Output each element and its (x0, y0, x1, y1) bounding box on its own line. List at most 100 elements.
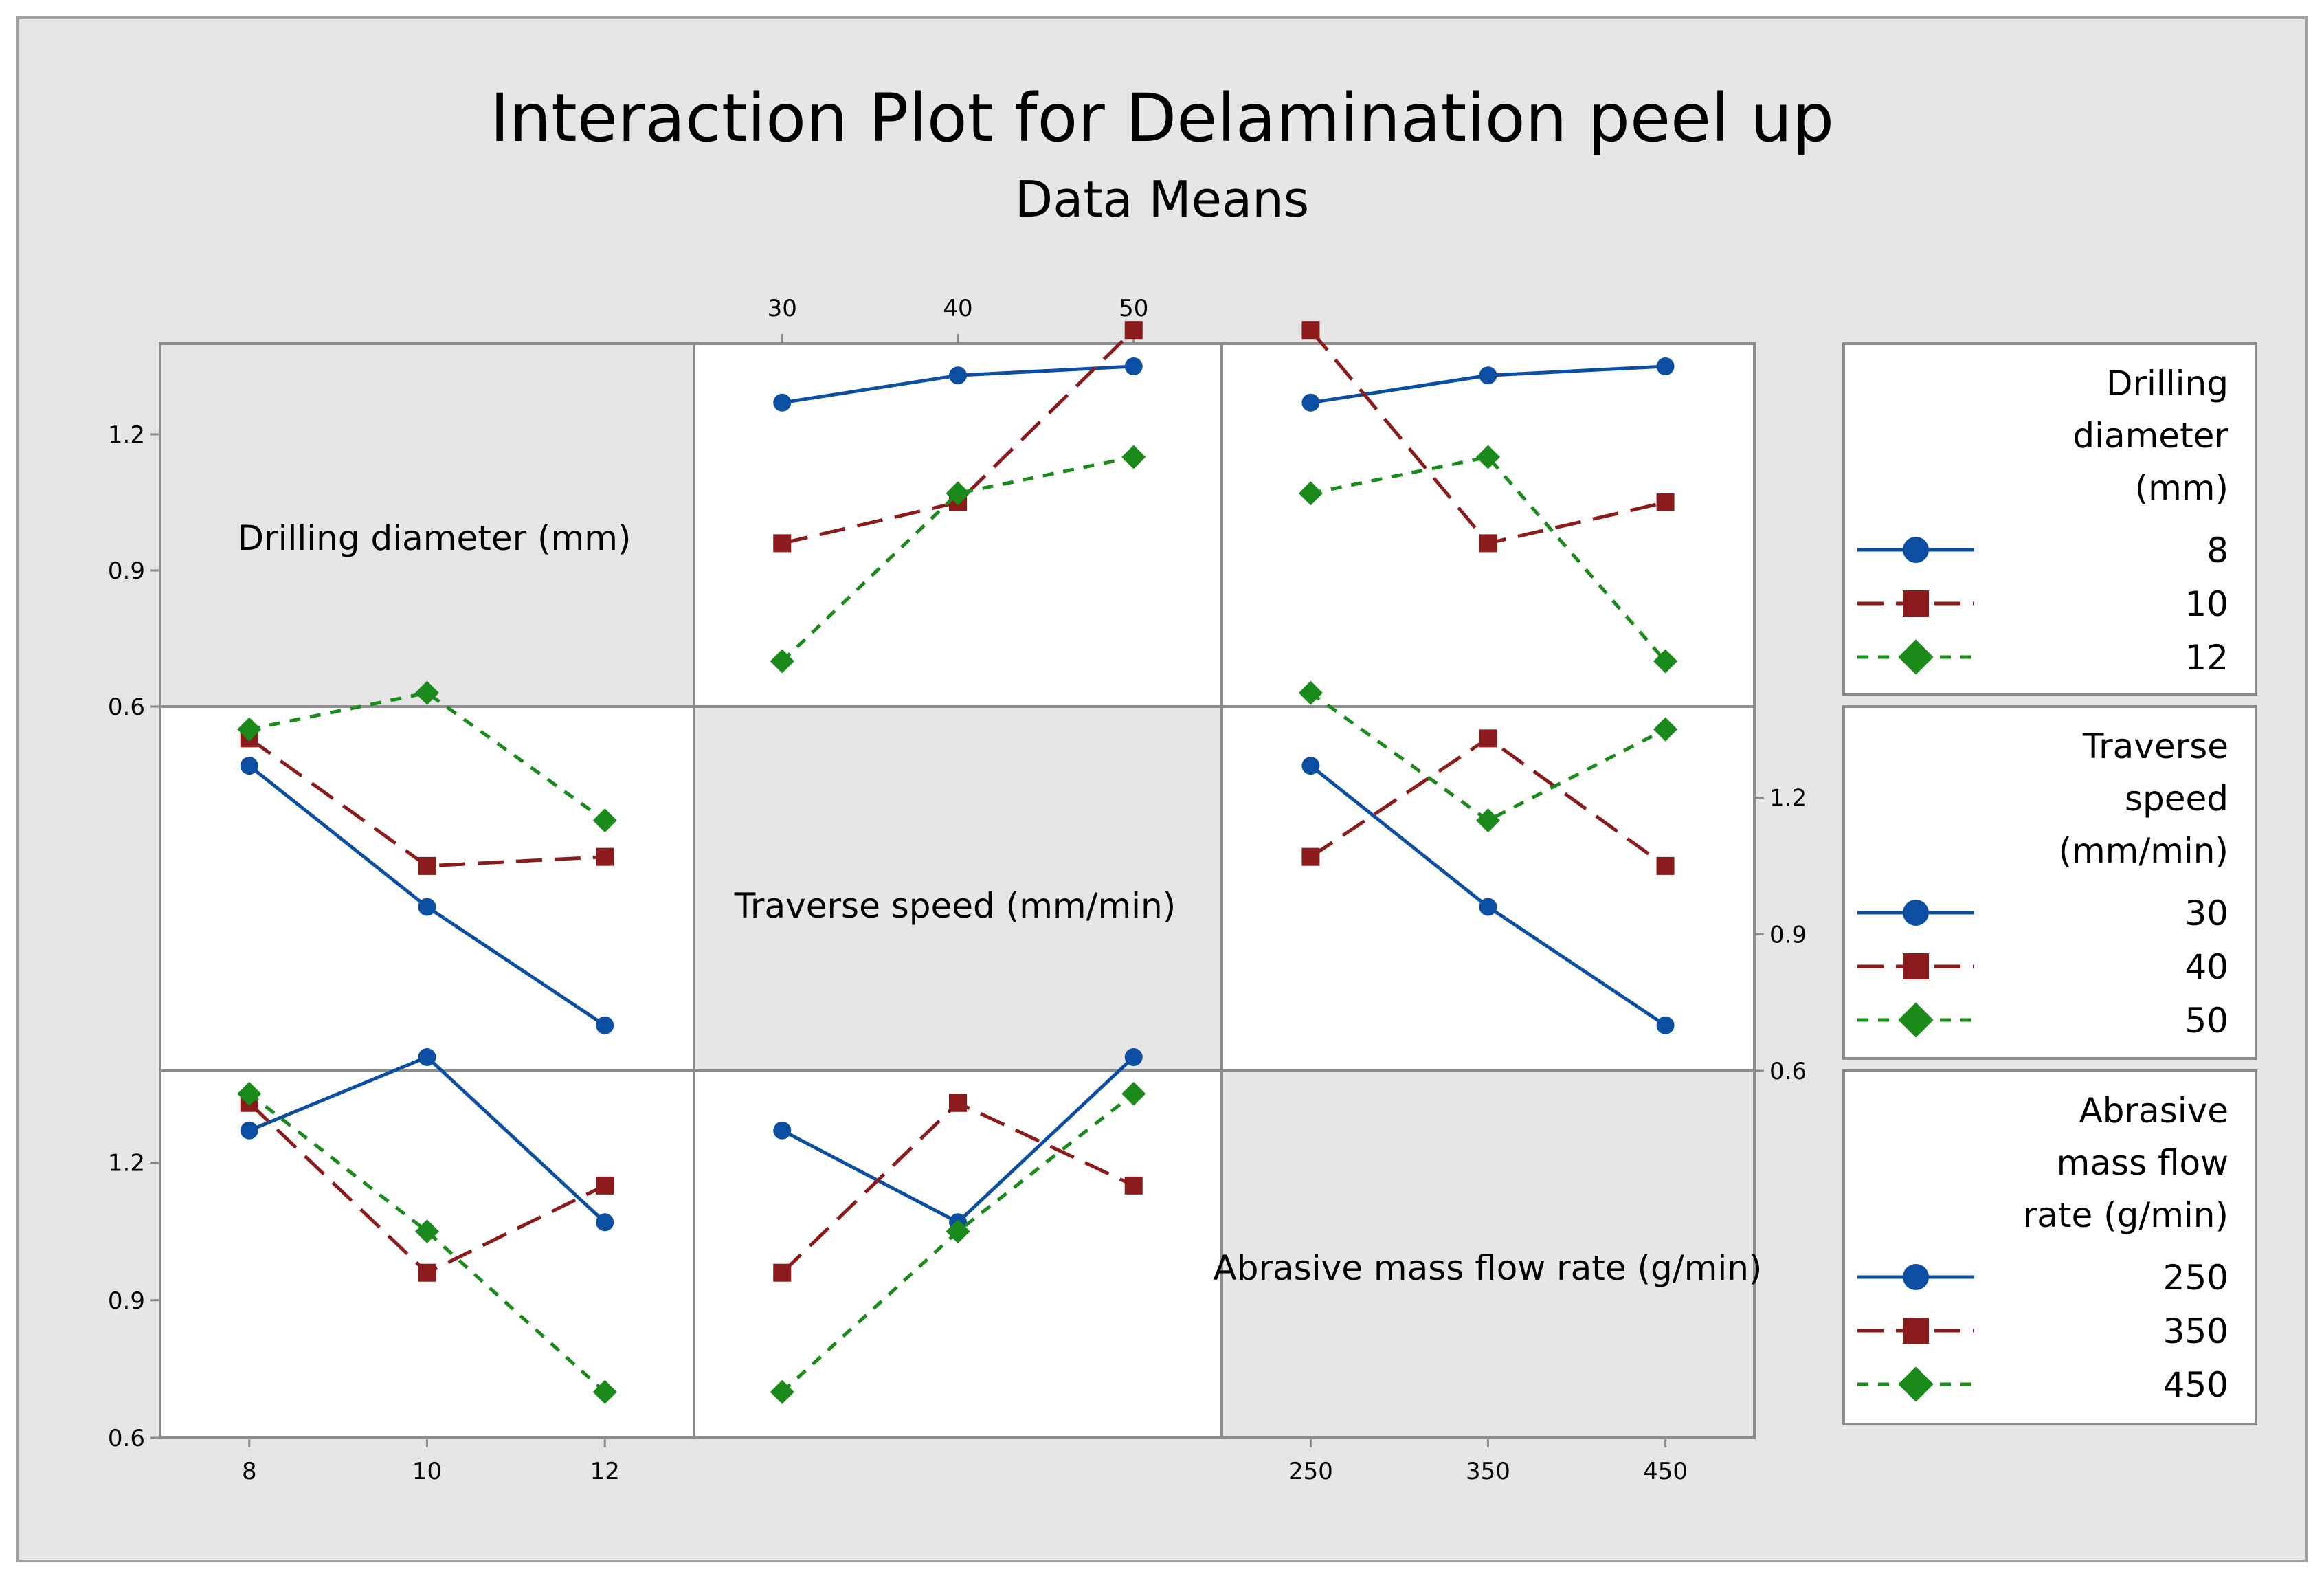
data-point-8 (949, 366, 967, 385)
data-point-30 (418, 898, 436, 916)
series-line-10 (781, 329, 1135, 545)
plot-panel (693, 1069, 1223, 1439)
plot-panel (159, 705, 695, 1072)
legend-item-label: 450 (2163, 1365, 2228, 1405)
legend-item-label: 8 (2206, 531, 2228, 570)
data-point-50 (1475, 808, 1501, 833)
legend-title-line: (mm/min) (2058, 831, 2228, 871)
data-point-350 (949, 1094, 967, 1112)
data-point-30 (1656, 1016, 1675, 1034)
data-point-250 (1124, 1047, 1143, 1066)
data-point-10 (1301, 321, 1320, 340)
legend-swatch-marker (1903, 537, 1929, 563)
x-tick-label: 30 (768, 295, 797, 322)
plot-panel (1220, 342, 1756, 708)
data-point-10 (1656, 493, 1675, 511)
plot-matrix: Drilling diameter (mm) Traverse speed (mm… (108, 295, 1807, 1485)
x-tick-label: 40 (943, 295, 972, 322)
data-point-250 (418, 1047, 436, 1066)
legend-item-label: 30 (2185, 894, 2228, 933)
x-tick-label: 50 (1119, 295, 1148, 322)
data-point-450 (592, 1379, 617, 1404)
legend-title-line: mass flow (2057, 1143, 2228, 1183)
factor-label: Traverse speed (mm/min) (734, 886, 1176, 926)
data-point-12 (770, 649, 794, 674)
legend-swatch-marker (1903, 953, 1929, 979)
x-tick-label: 250 (1288, 1458, 1333, 1485)
data-point-50 (237, 717, 262, 742)
data-point-12 (1121, 445, 1146, 469)
data-point-450 (414, 1219, 440, 1244)
y-tick-label: 1.2 (108, 421, 145, 449)
data-point-30 (596, 1016, 614, 1034)
legend-item-label: 40 (2185, 947, 2228, 987)
legend-item-label: 10 (2185, 584, 2228, 624)
plot-panel (159, 1069, 695, 1439)
factor-label: Abrasive mass flow rate (g/min) (1214, 1248, 1763, 1288)
data-point-8 (1301, 393, 1320, 412)
data-point-12 (946, 481, 970, 506)
chart-title: Interaction Plot for Delamination peel u… (490, 80, 1834, 157)
data-point-12 (1475, 445, 1501, 469)
data-point-40 (1656, 856, 1675, 875)
legends: Drilling diameter (mm) 8 10 12 Traverse speed (m… (1842, 342, 2257, 1425)
x-tick-label: 8 (242, 1458, 257, 1485)
legend-swatch-marker (1903, 590, 1929, 617)
diagonal-panel (693, 705, 1223, 1072)
data-point-10 (1124, 321, 1143, 340)
data-point-40 (596, 847, 614, 866)
data-point-30 (1479, 898, 1497, 916)
y-tick-label: 1.2 (1769, 785, 1807, 812)
diagonal-panel (1220, 1069, 1756, 1439)
data-point-450 (946, 1219, 970, 1244)
data-point-8 (1479, 366, 1497, 385)
legend-item-label: 50 (2185, 1001, 2228, 1041)
data-point-450 (770, 1379, 794, 1404)
x-tick-label: 12 (590, 1458, 620, 1485)
data-point-50 (1298, 680, 1323, 705)
data-point-12 (1298, 481, 1323, 506)
legend-title-line: (mm) (2135, 468, 2228, 508)
y-tick-label: 0.6 (108, 693, 145, 721)
data-point-350 (596, 1176, 614, 1195)
legend-title-line: speed (2125, 779, 2228, 819)
data-point-40 (1301, 847, 1320, 866)
plot-panel (693, 342, 1223, 708)
legend-swatch-marker (1898, 1366, 1934, 1402)
data-point-250 (596, 1213, 614, 1232)
x-tick-label: 350 (1466, 1458, 1510, 1485)
data-point-8 (773, 393, 792, 412)
data-point-10 (773, 534, 792, 553)
legend-title-line: Abrasive (2079, 1091, 2228, 1131)
data-point-30 (1301, 757, 1320, 775)
y-tick-label: 0.9 (1769, 921, 1807, 948)
data-point-350 (1124, 1176, 1143, 1195)
legend-swatch-marker (1898, 639, 1934, 675)
plot-panel (1220, 705, 1756, 1072)
data-point-50 (1653, 717, 1678, 742)
legend-box (1842, 705, 2257, 1060)
data-point-10 (1479, 534, 1497, 553)
legend-box (1842, 342, 2257, 696)
legend-swatch-marker (1903, 900, 1929, 926)
legend-swatch-marker (1898, 1002, 1934, 1038)
data-point-50 (592, 808, 617, 833)
x-tick-label: 450 (1643, 1458, 1688, 1485)
data-point-350 (773, 1263, 792, 1282)
data-point-30 (240, 757, 258, 775)
legend-box (1842, 1069, 2257, 1425)
legend-item-label: 250 (2163, 1258, 2228, 1298)
x-tick-label: 10 (412, 1458, 442, 1485)
diagonal-panel (159, 342, 695, 708)
data-point-250 (240, 1121, 258, 1140)
series-line-50 (1309, 691, 1666, 823)
y-tick-label: 0.9 (108, 557, 145, 585)
legend-title-line: Traverse (2082, 726, 2228, 766)
data-point-250 (773, 1121, 792, 1140)
data-point-50 (414, 680, 440, 705)
y-tick-label: 0.6 (1769, 1058, 1807, 1085)
factor-label: Drilling diameter (mm) (238, 518, 632, 558)
legend-title-line: rate (g/min) (2023, 1195, 2228, 1235)
legend-item-label: 350 (2163, 1311, 2228, 1351)
